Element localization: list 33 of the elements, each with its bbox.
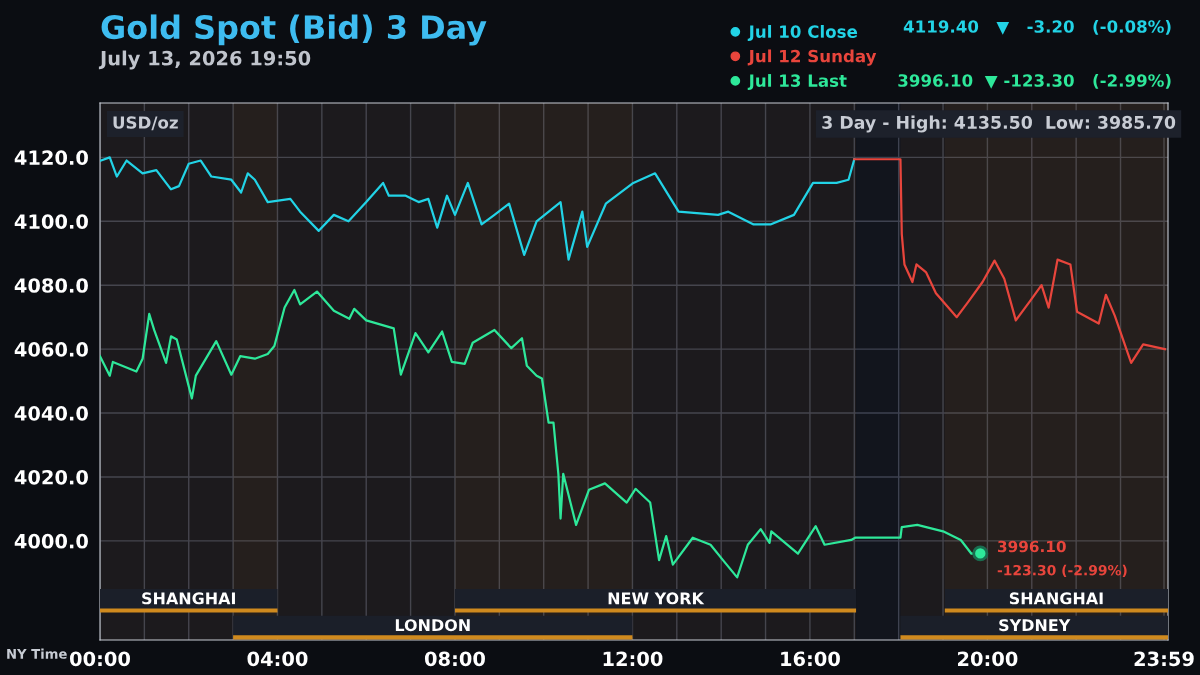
annotation: -123.30 (-2.99%) — [997, 564, 1127, 578]
band-label: SYDNEY — [999, 619, 1071, 632]
legend-label: Jul 10 Close — [747, 25, 858, 41]
text: 4119.40 ▼ -3.20 (-0.08%) — [903, 19, 1171, 35]
x-tick-label: 04:00 — [247, 651, 308, 667]
text: 3996.10 ▼ -123.30 (-2.99%) — [898, 73, 1171, 89]
x-tick-label: 12:00 — [603, 651, 663, 667]
y-tick-label: 4080.0 — [14, 278, 88, 293]
band-label: SHANGHAI — [1009, 592, 1103, 605]
legend-label: Jul 13 Last — [747, 74, 847, 91]
x-tick-label: 00:00 — [69, 651, 131, 667]
annotation: 3996.10 — [998, 540, 1066, 553]
y-tick-label: 4060.0 — [14, 342, 88, 357]
y-tick-label: 4000.0 — [14, 533, 88, 549]
chart-title: Gold Spot (Bid) 3 Day — [101, 14, 487, 46]
band-label: LONDON — [395, 619, 470, 632]
line-series — [853, 158, 1166, 364]
line-series — [100, 156, 856, 261]
y-tick-label: 4040.0 — [14, 406, 88, 421]
y-tick-label: 4100.0 — [14, 214, 88, 229]
band-label: SHANGHAI — [142, 592, 235, 605]
legend-label: Jul 12 Sunday — [747, 49, 877, 66]
x-tick-label: 23:59 — [1134, 651, 1194, 667]
x-tick-label: 16:00 — [781, 651, 840, 667]
text: NY Time — [7, 648, 67, 659]
chart-subtitle: July 13, 2026 19:50 — [98, 50, 311, 70]
y-tick-label: 4120.0 — [14, 150, 88, 165]
band-label: NEW YORK — [608, 592, 705, 605]
y-tick-label: 4020.0 — [14, 469, 88, 485]
x-tick-label: 20:00 — [958, 651, 1018, 667]
annotation: USD/oz — [113, 116, 178, 131]
x-tick-label: 08:00 — [424, 651, 485, 667]
annotation: 3 Day - High: 4135.50 Low: 3985.70 — [822, 115, 1176, 133]
